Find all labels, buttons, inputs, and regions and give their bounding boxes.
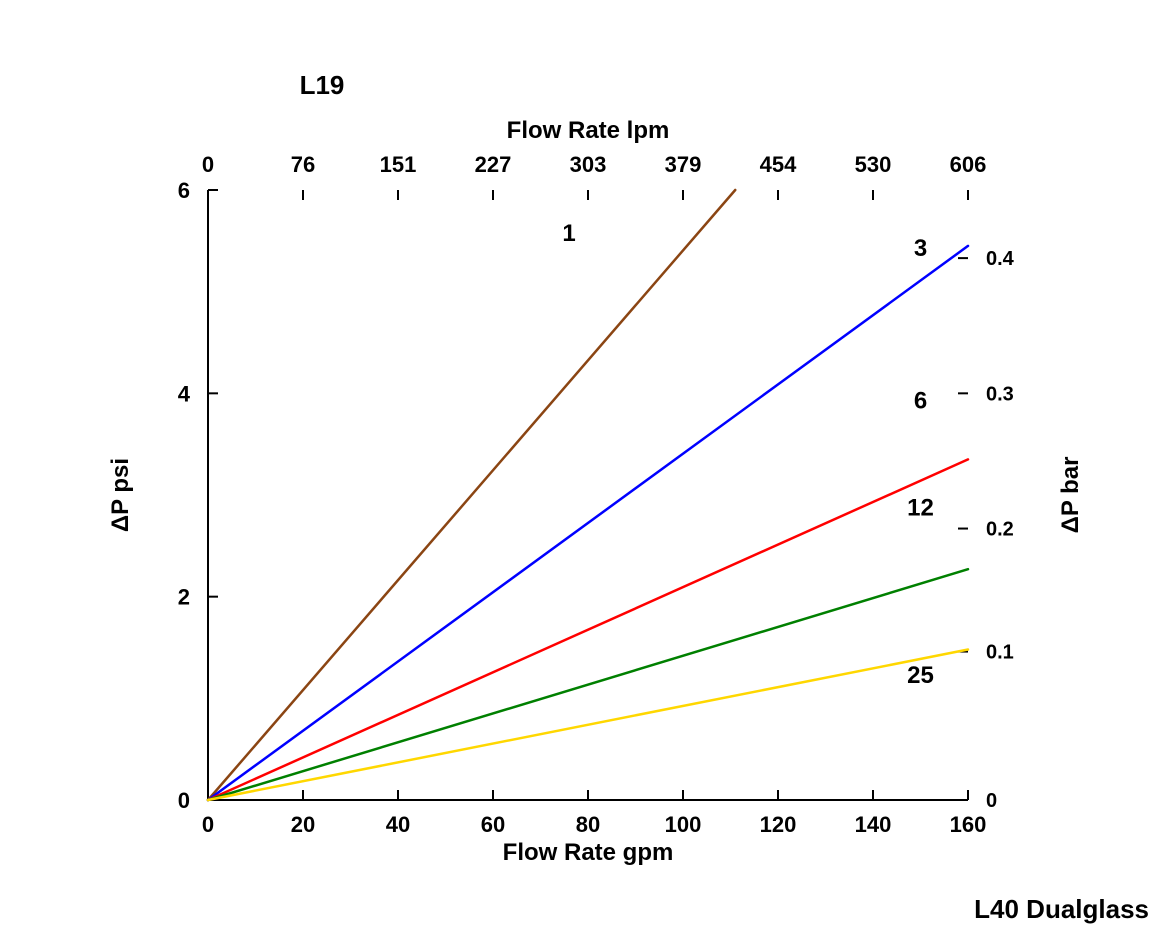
tick-label-bottom: 0 [202, 812, 214, 837]
tick-label-top: 227 [475, 152, 512, 177]
series-label-3: 3 [914, 235, 927, 262]
tick-label-bottom: 140 [855, 812, 892, 837]
series-label-25: 25 [907, 662, 934, 689]
tick-label-bottom: 80 [576, 812, 600, 837]
tick-label-bottom: 40 [386, 812, 410, 837]
tick-label-right: 0 [986, 790, 997, 812]
axis-label-bottom: Flow Rate gpm [503, 839, 674, 866]
series-label-1: 1 [562, 220, 575, 247]
tick-label-right: 0.4 [986, 248, 1015, 270]
tick-label-top: 530 [855, 152, 892, 177]
tick-label-left: 2 [178, 585, 190, 610]
tick-label-top: 454 [760, 152, 797, 177]
tick-label-right: 0.2 [986, 519, 1014, 541]
tick-label-bottom: 60 [481, 812, 505, 837]
tick-label-bottom: 160 [950, 812, 987, 837]
tick-label-left: 4 [178, 381, 191, 406]
tick-label-left: 6 [178, 178, 190, 203]
footer-text: L40 Dualglass [974, 894, 1149, 924]
tick-label-top: 76 [291, 152, 315, 177]
tick-label-top: 606 [950, 152, 987, 177]
chart-title: L19 [300, 70, 345, 100]
tick-label-top: 303 [570, 152, 607, 177]
tick-label-top: 0 [202, 152, 214, 177]
axis-label-right: ΔP bar [1057, 457, 1084, 534]
axis-label-top: Flow Rate lpm [507, 117, 670, 144]
tick-label-bottom: 100 [665, 812, 702, 837]
tick-label-right: 0.3 [986, 383, 1014, 405]
tick-label-top: 151 [380, 152, 417, 177]
axis-label-left: ΔP psi [107, 458, 134, 532]
chart-stage: 020406080100120140160Flow Rate gpm076151… [0, 0, 1149, 930]
pressure-drop-chart: 020406080100120140160Flow Rate gpm076151… [0, 0, 1149, 930]
tick-label-top: 379 [665, 152, 702, 177]
series-label-12: 12 [907, 494, 934, 521]
tick-label-bottom: 120 [760, 812, 797, 837]
tick-label-bottom: 20 [291, 812, 315, 837]
tick-label-right: 0.1 [986, 642, 1014, 664]
tick-label-left: 0 [178, 788, 190, 813]
series-label-6: 6 [914, 388, 927, 415]
